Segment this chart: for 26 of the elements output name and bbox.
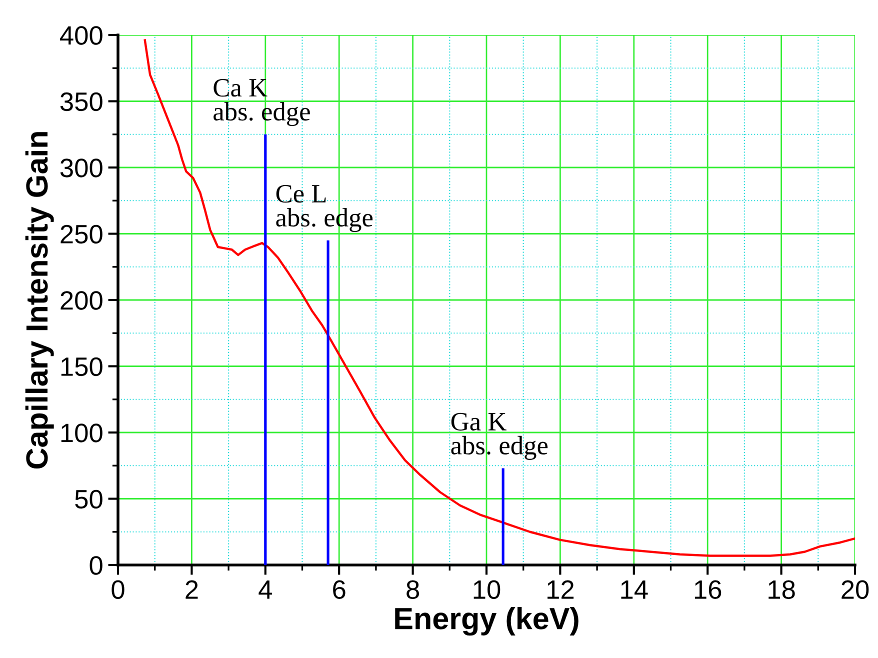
x-tick-label: 2 <box>186 580 198 599</box>
y-tick-label: 0 <box>90 556 102 575</box>
x-tick-label: 8 <box>406 580 419 599</box>
y-tick-label: 300 <box>60 158 102 178</box>
line-series <box>144 39 855 557</box>
x-tick-label: 14 <box>621 580 648 599</box>
y-tick-label: 200 <box>60 291 102 310</box>
x-tick-label: 4 <box>258 580 272 599</box>
y-tick-label: 400 <box>60 26 102 45</box>
bar <box>502 468 504 565</box>
x-tick-label: 6 <box>333 580 346 599</box>
x-tick-label: 20 <box>842 580 869 599</box>
y-tick-label: 250 <box>60 224 102 244</box>
bar <box>264 134 267 565</box>
x-tick-label: 10 <box>474 580 500 599</box>
x-axis-title: Energy (keV) <box>395 606 578 636</box>
y-tick-label: 350 <box>60 92 102 112</box>
x-tick-label: 12 <box>548 580 574 599</box>
y-tick-label: 100 <box>61 424 102 442</box>
x-tick-label: 16 <box>694 580 722 599</box>
x-tick-label: 0 <box>112 580 124 599</box>
bar <box>326 240 330 565</box>
x-tick-label: 18 <box>768 580 795 599</box>
y-tick-label: 150 <box>61 357 102 376</box>
y-axis-title: Capillary Intensity Gain <box>25 132 54 469</box>
y-tick-label: 50 <box>75 490 102 509</box>
